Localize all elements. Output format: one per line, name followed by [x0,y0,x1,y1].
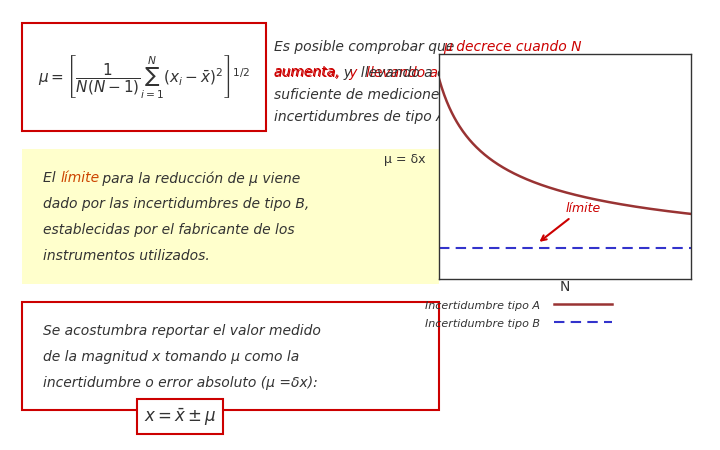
Text: Incertidumbre tipo A: Incertidumbre tipo A [425,301,540,311]
Text: para la reducción de μ viene: para la reducción de μ viene [98,171,300,185]
FancyBboxPatch shape [22,302,439,410]
Text: límite: límite [60,171,99,185]
Text: establecidas por el fabricante de los: establecidas por el fabricante de los [43,223,294,237]
Text: aumenta,: aumenta, [274,65,340,79]
X-axis label: N: N [560,280,570,294]
Text: dado por las incertidumbres de tipo B,: dado por las incertidumbres de tipo B, [43,197,310,211]
FancyBboxPatch shape [22,148,439,284]
Text: de la magnitud x tomando μ como la: de la magnitud x tomando μ como la [43,350,300,364]
Text: μ decrece cuando N: μ decrece cuando N [443,40,581,54]
Text: $x = \bar{x} \pm \mu$: $x = \bar{x} \pm \mu$ [143,406,217,428]
Text: límite: límite [541,202,600,240]
Text: y  llevando a cabo un número: y llevando a cabo un número [335,65,550,80]
Text: El: El [43,171,60,185]
Text: Incertidumbre tipo B: Incertidumbre tipo B [425,319,540,329]
Text: incertidumbres de tipo A .: incertidumbres de tipo A . [274,110,454,124]
Text: aumenta,  y  llevando a cabo un número: aumenta, y llevando a cabo un número [274,65,555,80]
FancyBboxPatch shape [22,22,266,130]
Text: $\mu = \left[\dfrac{1}{N(N-1)}\sum_{i=1}^{N}(x_i - \bar{x})^2\right]^{1/2}$: $\mu = \left[\dfrac{1}{N(N-1)}\sum_{i=1}… [38,53,250,100]
Text: suficiente de mediciones es posible reducir las: suficiente de mediciones es posible redu… [274,88,598,102]
Y-axis label: μ = δx: μ = δx [384,153,426,166]
Text: incertidumbre o error absoluto (μ =δx):: incertidumbre o error absoluto (μ =δx): [43,376,318,390]
Text: Se acostumbra reportar el valor medido: Se acostumbra reportar el valor medido [43,324,321,338]
Text: Es posible comprobar que: Es posible comprobar que [274,40,458,54]
Text: instrumentos utilizados.: instrumentos utilizados. [43,249,210,263]
